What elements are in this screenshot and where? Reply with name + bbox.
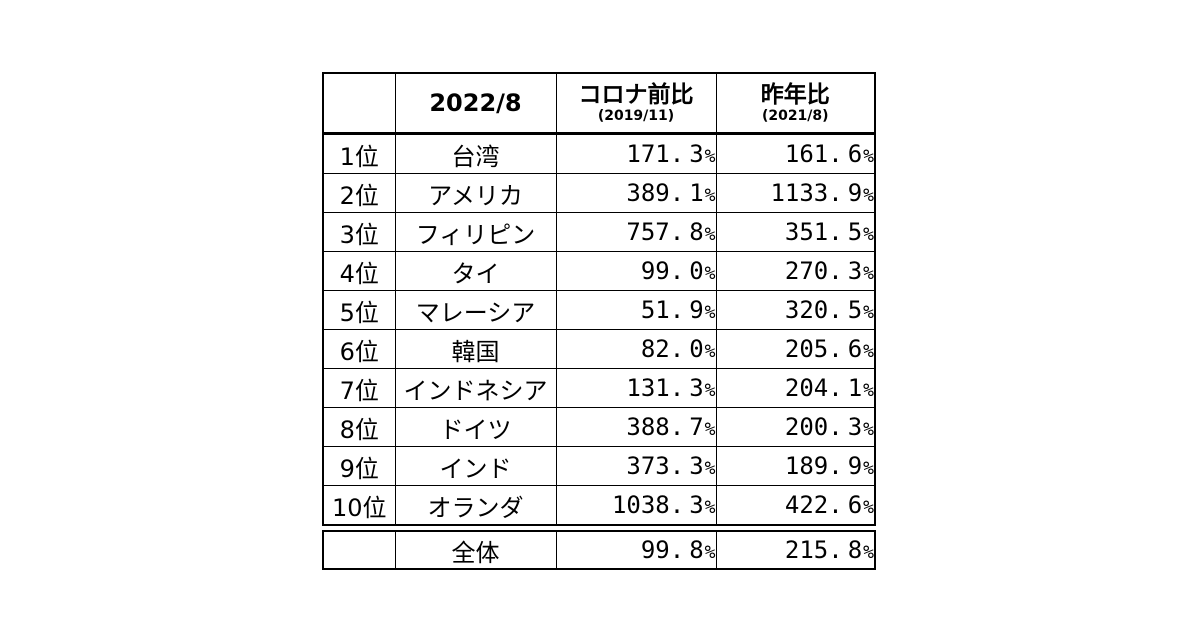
value-lastyear-cell: 200. 3%	[715, 407, 876, 447]
rank-cell: 4位	[322, 251, 396, 291]
country-cell: 韓国	[394, 329, 557, 369]
value-precovid-cell: 389. 1%	[555, 173, 717, 213]
table-header-row: 2022/8 コロナ前比 (2019/11) 昨年比 (2021/8)	[322, 72, 876, 135]
country-cell: インドネシア	[394, 368, 557, 408]
value-precovid-cell: 388. 7%	[555, 407, 717, 447]
country-cell: ドイツ	[394, 407, 557, 447]
table-row: 3位 フィリピン 757. 8% 351. 5%	[322, 212, 876, 252]
country-cell: フィリピン	[394, 212, 557, 252]
value-precovid-cell: 757. 8%	[555, 212, 717, 252]
value-lastyear-cell: 189. 9%	[715, 446, 876, 486]
value-lastyear-cell: 351. 5%	[715, 212, 876, 252]
table-row: 8位 ドイツ 388. 7% 200. 3%	[322, 407, 876, 447]
header-vs-precovid-subtitle: (2019/11)	[597, 108, 675, 125]
value-precovid-cell: 1038. 3%	[555, 485, 717, 526]
value-precovid-cell: 51. 9%	[555, 290, 717, 330]
header-vs-lastyear-subtitle: (2021/8)	[761, 108, 829, 125]
country-cell: 台湾	[394, 133, 557, 174]
table-row: 1位 台湾 171. 3% 161. 6%	[322, 133, 876, 174]
rank-cell: 9位	[322, 446, 396, 486]
table-body: 1位 台湾 171. 3% 161. 6% 2位 アメリカ 389. 1% 1133. 9% 3位 フィリ…	[322, 133, 876, 526]
header-vs-precovid: コロナ前比 (2019/11)	[555, 72, 717, 135]
header-rank-blank	[322, 72, 396, 135]
value-lastyear-cell: 161. 6%	[715, 133, 876, 174]
header-vs-lastyear: 昨年比 (2021/8)	[715, 72, 876, 135]
total-value-lastyear: 215. 8%	[715, 530, 876, 570]
header-period: 2022/8	[394, 72, 557, 135]
value-precovid-cell: 171. 3%	[555, 133, 717, 174]
value-lastyear-cell: 1133. 9%	[715, 173, 876, 213]
table-row: 2位 アメリカ 389. 1% 1133. 9%	[322, 173, 876, 213]
rank-cell: 6位	[322, 329, 396, 369]
header-vs-lastyear-title: 昨年比	[760, 81, 830, 108]
total-table: 全体 99. 8% 215. 8%	[322, 530, 876, 570]
country-cell: アメリカ	[394, 173, 557, 213]
value-lastyear-cell: 205. 6%	[715, 329, 876, 369]
table-row: 4位 タイ 99. 0% 270. 3%	[322, 251, 876, 291]
value-precovid-cell: 131. 3%	[555, 368, 717, 408]
rank-cell: 2位	[322, 173, 396, 213]
table-row: 10位 オランダ 1038. 3% 422. 6%	[322, 485, 876, 526]
country-ranking-table: 2022/8 コロナ前比 (2019/11) 昨年比 (2021/8) 1位 台湾…	[322, 72, 876, 570]
value-lastyear-cell: 270. 3%	[715, 251, 876, 291]
rank-cell: 5位	[322, 290, 396, 330]
total-row: 全体 99. 8% 215. 8%	[322, 530, 876, 570]
rank-cell: 7位	[322, 368, 396, 408]
country-cell: タイ	[394, 251, 557, 291]
value-lastyear-cell: 204. 1%	[715, 368, 876, 408]
value-lastyear-cell: 320. 5%	[715, 290, 876, 330]
rank-cell: 8位	[322, 407, 396, 447]
ranking-table-main: 2022/8 コロナ前比 (2019/11) 昨年比 (2021/8) 1位 台湾…	[322, 72, 876, 526]
table-row: 9位 インド 373. 3% 189. 9%	[322, 446, 876, 486]
header-vs-precovid-title: コロナ前比	[578, 81, 694, 108]
country-cell: インド	[394, 446, 557, 486]
country-cell: マレーシア	[394, 290, 557, 330]
value-precovid-cell: 373. 3%	[555, 446, 717, 486]
total-rank-blank	[322, 530, 396, 570]
table-row: 6位 韓国 82. 0% 205. 6%	[322, 329, 876, 369]
value-precovid-cell: 82. 0%	[555, 329, 717, 369]
table-row: 5位 マレーシア 51. 9% 320. 5%	[322, 290, 876, 330]
table-row: 7位 インドネシア 131. 3% 204. 1%	[322, 368, 876, 408]
country-cell: オランダ	[394, 485, 557, 526]
total-label: 全体	[394, 530, 557, 570]
rank-cell: 10位	[322, 485, 396, 526]
value-lastyear-cell: 422. 6%	[715, 485, 876, 526]
rank-cell: 1位	[322, 133, 396, 174]
value-precovid-cell: 99. 0%	[555, 251, 717, 291]
total-value-precovid: 99. 8%	[555, 530, 717, 570]
rank-cell: 3位	[322, 212, 396, 252]
